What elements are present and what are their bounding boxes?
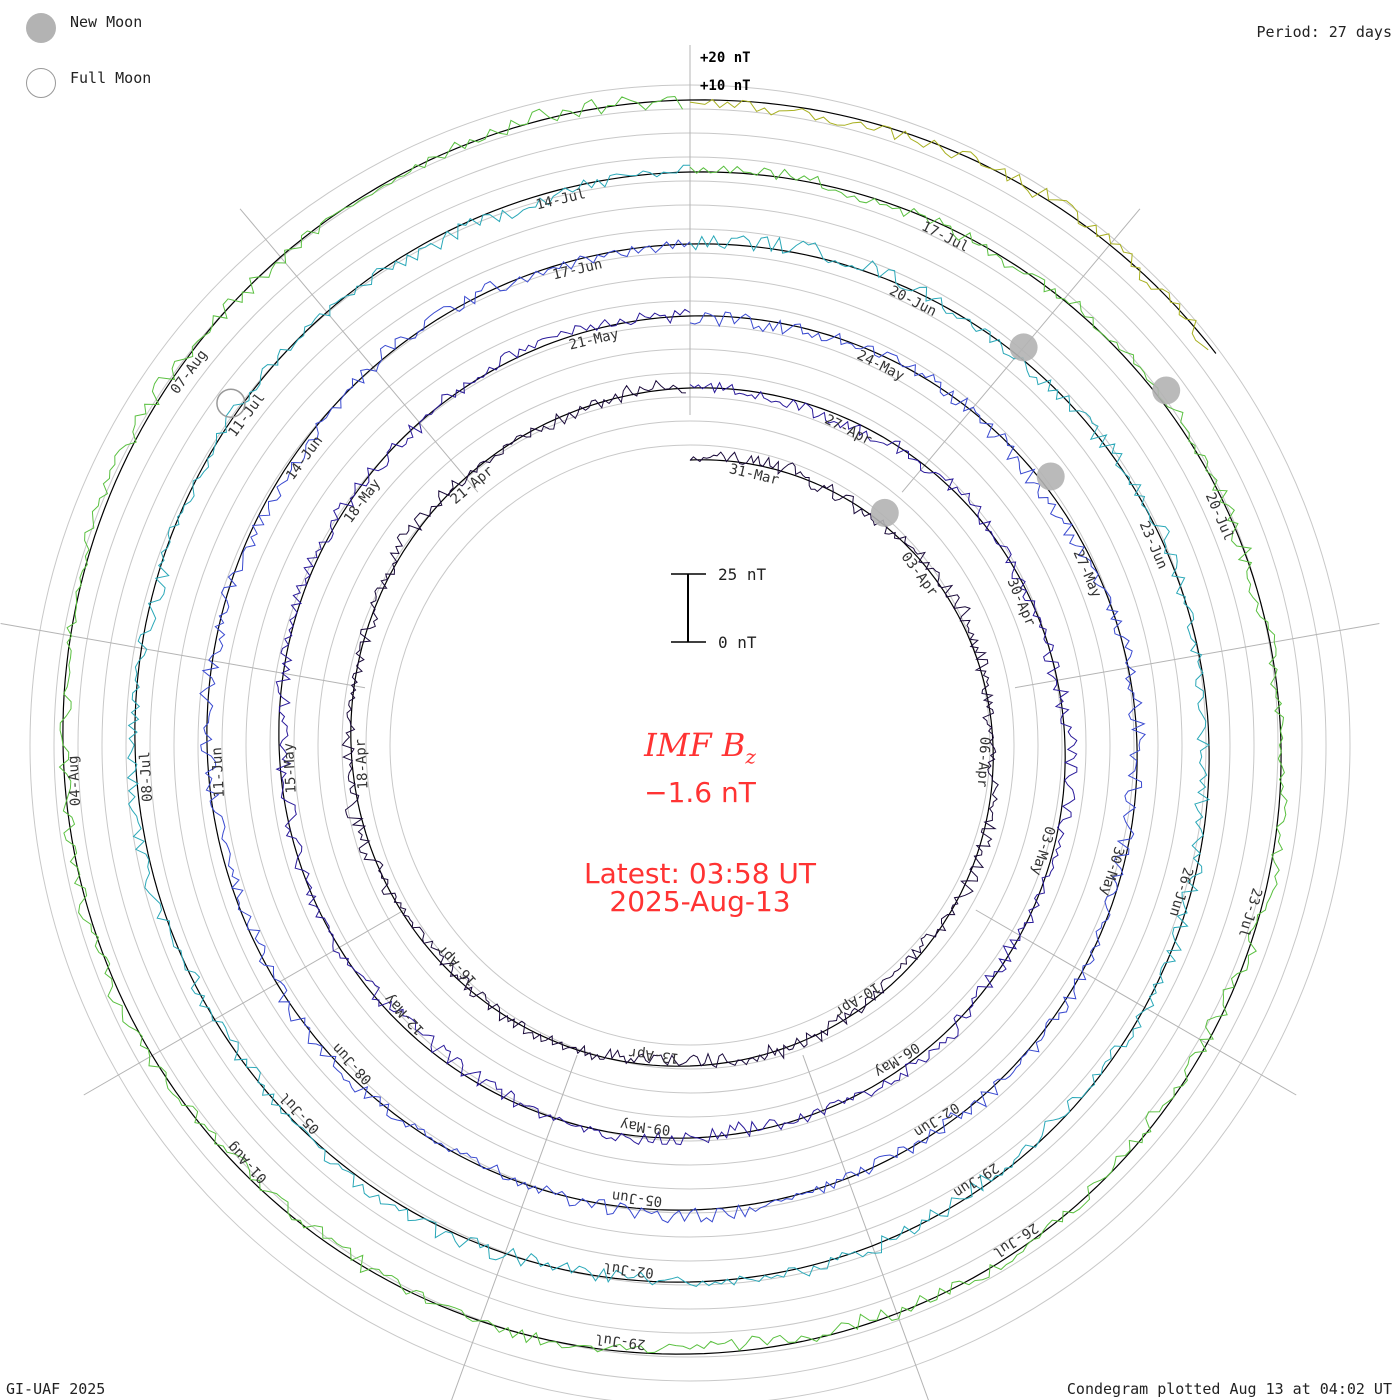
day-spoke [802,1054,929,1400]
ring-scale-label: +20 nT [700,50,751,66]
date-label: 20-Jul [1202,490,1237,543]
credit-label: GI-UAF 2025 [6,1380,106,1398]
date-label: 27-May [1070,547,1105,600]
new-moon-legend-label: New Moon [70,13,143,31]
date-label: 05-Jun [611,1187,663,1209]
date-label: 21-Apr [448,463,497,508]
imf-trace-turn-5 [58,95,1288,1354]
latest-time: Latest: 03:58 UT [583,857,817,890]
full-moon-legend-label: Full Moon [70,69,152,87]
date-label: 29-Jul [594,1330,646,1352]
date-label: 02-Jul [603,1259,655,1281]
new-moon-legend-icon [26,13,56,43]
date-label: 06-Apr [974,736,993,787]
date-label: 17-Jun [551,256,604,283]
scale-bar-top-label: 25 nT [718,565,767,584]
day-spoke [1014,622,1380,689]
new-moon-marker [1009,333,1038,362]
date-label: 18-Apr [353,738,372,789]
new-moon-marker [870,498,899,527]
date-label: 06-May [871,1039,922,1080]
date-label: 08-Jun [329,1040,375,1088]
latest-date: 2025-Aug-13 [609,885,791,918]
date-label: 04-Aug [65,755,84,806]
parameter-name: IMF B [644,726,746,764]
imf-trace-turn-1 [341,379,999,1069]
new-moon-marker [1036,462,1065,491]
ring-scale-label: +10 nT [700,78,751,94]
date-label: 09-May [619,1116,671,1138]
new-moon-marker [1152,376,1181,405]
imf-trace-turn-6 [689,98,1209,351]
imf-trace-turn-4 [126,164,1211,1287]
grid-circle [389,444,991,1046]
date-label: 31-Mar [728,461,781,488]
scale-bar-bottom-label: 0 nT [718,633,757,652]
day-spoke [239,208,479,493]
day-spoke [975,909,1297,1096]
date-label: 15-May [281,742,300,793]
imf-trace-turn-2 [275,308,1078,1146]
current-value: −1.6 nT [644,776,756,809]
day-spoke [0,622,366,689]
date-label: 21-May [568,326,621,353]
parameter-title: IMF Bz [0,726,1400,768]
date-label: 03-Apr [898,549,941,599]
date-label: 12-May [381,990,427,1038]
date-label: 08-Jul [137,751,156,802]
day-spoke [83,909,405,1096]
parameter-subscript: z [745,744,756,769]
date-label: 14-Jul [534,186,587,213]
grid-circle [365,420,1015,1070]
imf-trace-turn-3 [199,239,1146,1224]
day-spoke [451,1054,578,1400]
full-moon-marker [216,388,246,418]
plotted-timestamp: Condegram plotted Aug 13 at 04:02 UT [1066,1380,1392,1398]
date-label: 05-Jul [277,1089,323,1137]
date-label: 13-Apr [628,1044,680,1066]
period-label: Period: 27 days [1256,23,1392,41]
full-moon-legend-icon [26,68,56,98]
date-label: 11-Jun [209,747,228,798]
date-label: 01-Aug [224,1139,270,1187]
